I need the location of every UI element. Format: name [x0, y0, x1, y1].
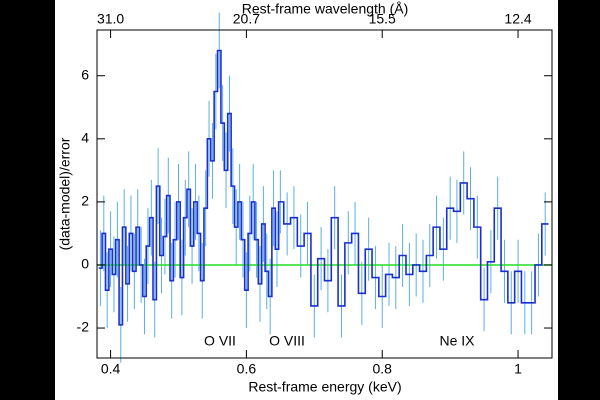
annotation: O VII — [204, 333, 236, 349]
step-line — [98, 49, 549, 326]
y-tick-label: -2 — [77, 319, 90, 335]
x2-tick-label: 12.4 — [504, 11, 531, 27]
annotation: Ne IX — [439, 333, 475, 349]
y-tick-label: 2 — [81, 193, 89, 209]
y-axis-label: (data-model)/error — [57, 137, 73, 250]
x-tick-label: 0.8 — [372, 361, 392, 377]
x-axis-label: Rest-frame energy (keV) — [248, 379, 401, 395]
x2-tick-label: 15.5 — [369, 11, 396, 27]
x-tick-label: 0.4 — [101, 361, 121, 377]
x2-axis-label: Rest-frame wavelength (Å) — [242, 1, 409, 17]
y-tick-label: 6 — [81, 66, 89, 82]
x-tick-label: 1 — [514, 361, 522, 377]
x2-tick-label: 20.7 — [233, 11, 260, 27]
x-tick-label: 0.6 — [237, 361, 257, 377]
annotation: O VIII — [269, 333, 305, 349]
canvas — [55, 0, 558, 400]
x2-tick-label: 31.0 — [97, 11, 124, 27]
y-tick-label: 4 — [81, 130, 89, 146]
y-tick-label: 0 — [81, 256, 89, 272]
plot-frame — [96, 29, 553, 359]
